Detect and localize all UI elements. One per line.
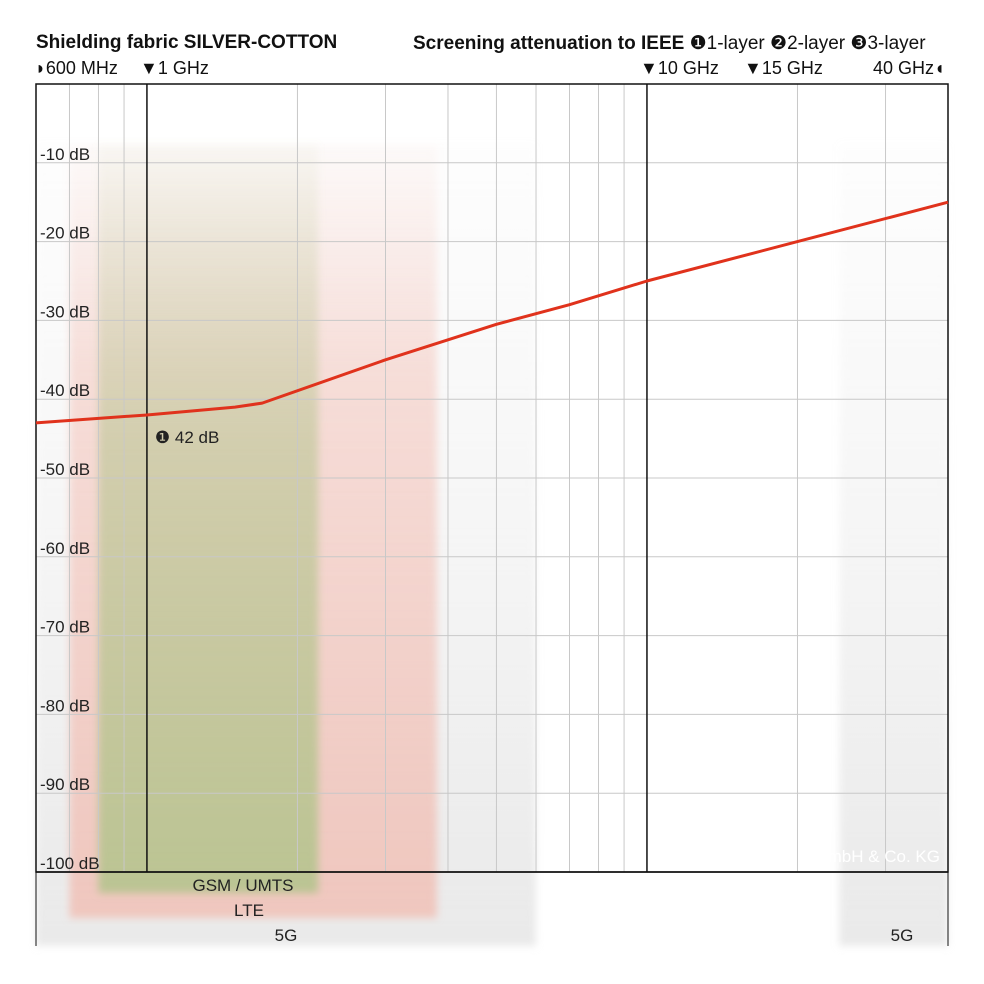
y-tick-label: -30 dB	[40, 302, 90, 321]
marker-600mhz: ◗600 MHz	[35, 58, 118, 78]
vertical-markers	[146, 84, 648, 872]
legend-item-2: ❷2-layer	[770, 33, 846, 54]
grid-lines	[36, 84, 948, 872]
band-3	[839, 144, 948, 946]
legend: Screening attenuation to IEEE ❶1-layer ❷…	[413, 32, 926, 55]
legend-item-3: ❸3-layer	[850, 33, 926, 54]
band-label: GSM / UMTS	[192, 876, 293, 895]
marker-arrow-down-icon: ▼	[640, 58, 658, 78]
y-tick-label: -70 dB	[40, 618, 90, 637]
marker-1ghz: ▼1 GHz	[140, 58, 209, 78]
y-tick-label: -90 dB	[40, 775, 90, 794]
y-tick-label: -40 dB	[40, 381, 90, 400]
y-tick-label: -50 dB	[40, 460, 90, 479]
copyright-text: © YSHIELD GmbH & Co. KG	[720, 847, 940, 866]
marker-arrow-right-icon: ◗	[35, 58, 46, 78]
legend-title: Screening attenuation to IEEE	[413, 33, 685, 54]
marker-40ghz: 40 GHz◖	[873, 58, 945, 78]
marker-arrow-down-icon: ▼	[744, 58, 762, 78]
marker-15ghz: ▼15 GHz	[744, 58, 823, 78]
band-label: 5G	[275, 926, 298, 945]
y-tick-labels: -10 dB -20 dB -30 dB -40 dB -50 dB -60 dB -70 …	[40, 145, 100, 873]
y-tick-label: -20 dB	[40, 224, 90, 243]
series-lines	[35, 200, 949, 425]
marker-arrow-left-icon: ◖	[934, 58, 945, 78]
y-tick-label: -80 dB	[40, 696, 90, 715]
legend-item-1: ❶1-layer	[689, 33, 765, 54]
band-labels: GSM / UMTS LTE 5G 5G	[192, 876, 913, 945]
y-tick-label: -100 dB	[40, 854, 100, 873]
band-label: LTE	[234, 901, 264, 920]
chart-title: Shielding fabric SILVER-COTTON	[36, 32, 338, 53]
y-tick-label: -60 dB	[40, 539, 90, 558]
band-0	[98, 144, 319, 893]
marker-arrow-down-icon: ▼	[140, 58, 158, 78]
annotation-42db: ❶ 42 dB	[155, 428, 219, 447]
frequency-bands	[36, 144, 948, 946]
band-label: 5G	[891, 926, 914, 945]
series-line	[35, 200, 949, 425]
y-tick-label: -10 dB	[40, 145, 90, 164]
marker-10ghz: ▼10 GHz	[640, 58, 719, 78]
